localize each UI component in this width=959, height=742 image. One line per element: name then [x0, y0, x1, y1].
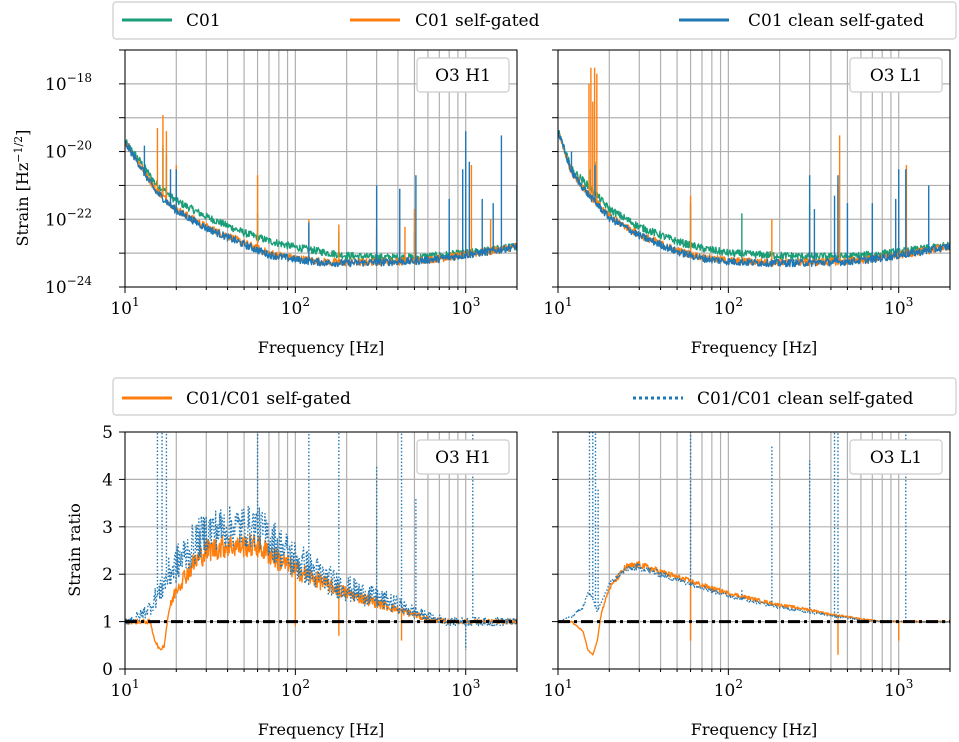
y-tick-label-base: 10: [45, 75, 67, 95]
legend-bottom-label-0: C01/C01 self-gated: [186, 389, 351, 409]
y-tick-label-exp: −22: [67, 206, 92, 220]
axes-frame-1: [557, 49, 951, 288]
x-axis-label-1: Frequency [Hz]: [691, 338, 818, 357]
x-tick-label-exp: 2: [302, 677, 310, 691]
y-tick-label-1: 10−20: [45, 139, 92, 163]
x-tick-label-exp: 2: [302, 295, 310, 309]
y-tick-label-4: 4: [102, 470, 113, 490]
panel-label-2: O3 H1: [435, 448, 491, 468]
panel-label-box-2: [416, 439, 510, 475]
x-tick-label-exp: 1: [565, 677, 573, 691]
x-tick-label-base: 10: [543, 681, 565, 701]
x-tick-label-base: 10: [714, 299, 736, 319]
legend-top-label-2: C01 clean self-gated: [748, 11, 924, 31]
x-tick-label-base: 10: [110, 681, 132, 701]
y-tick-label-base: 10: [45, 143, 67, 163]
x-tick-label-base: 10: [451, 299, 473, 319]
x-axis-label-2: Frequency [Hz]: [258, 720, 385, 739]
x-tick-label-exp: 2: [735, 295, 743, 309]
y-axis-label-strain-exp: −1/2: [12, 136, 25, 163]
x-tick-label-exp: 3: [473, 295, 481, 309]
x-axis-label-3: Frequency [Hz]: [691, 720, 818, 739]
ticks-0: [119, 49, 518, 293]
legend-top-label-0: C01: [186, 11, 221, 31]
series-line-2: [558, 130, 950, 268]
panel-label-0: O3 H1: [435, 66, 491, 86]
y-tick-label-base: 10: [45, 278, 67, 298]
x-tick-label-1: 102: [714, 295, 743, 319]
x-tick-label-2: 103: [884, 295, 913, 319]
y-axis-label-ratio: Strain ratio: [65, 503, 84, 596]
x-tick-label-2: 103: [451, 677, 480, 701]
series-group-0: [125, 115, 517, 268]
x-tick-label-exp: 1: [132, 677, 140, 691]
x-tick-label-exp: 1: [565, 295, 573, 309]
x-tick-label-base: 10: [543, 299, 565, 319]
y-tick-label-1: 1: [102, 613, 113, 633]
legend-top: C01 C01 self-gated C01 clean self-gated: [112, 1, 957, 40]
x-tick-label-0: 101: [110, 677, 139, 701]
y-tick-label-exp: −20: [67, 139, 92, 153]
y-tick-label-0: 0: [102, 660, 113, 680]
x-tick-label-0: 101: [543, 677, 572, 701]
series-group-1: [558, 67, 950, 268]
x-tick-label-2: 103: [451, 295, 480, 319]
x-tick-label-0: 101: [543, 295, 572, 319]
x-tick-label-1: 102: [281, 295, 310, 319]
y-axis-label-strain: Strain [Hz−1/2]: [12, 130, 32, 247]
series-line-0: [558, 130, 950, 261]
panel-label-3: O3 L1: [870, 448, 922, 468]
y-tick-label-base: 10: [45, 210, 67, 230]
x-tick-label-1: 102: [281, 677, 310, 701]
y-tick-label-3: 10−24: [45, 274, 92, 298]
legend-top-label-1: C01 self-gated: [415, 11, 540, 31]
y-tick-label-2: 10−22: [45, 206, 92, 230]
x-tick-label-exp: 2: [735, 677, 743, 691]
ticks-2: [119, 431, 518, 675]
y-tick-label-3: 3: [102, 518, 113, 538]
y-tick-label-exp: −18: [67, 71, 92, 85]
ticks-1: [552, 49, 951, 293]
ticks-3: [552, 431, 951, 675]
y-tick-label-0: 10−18: [45, 71, 92, 95]
x-tick-label-base: 10: [110, 299, 132, 319]
series-line-2: [125, 140, 517, 268]
y-axis-label-strain-close: ]: [13, 130, 32, 136]
x-tick-label-1: 102: [714, 677, 743, 701]
x-tick-label-exp: 3: [906, 677, 914, 691]
x-tick-label-base: 10: [281, 299, 303, 319]
x-tick-label-base: 10: [451, 681, 473, 701]
y-axis-label-strain-main: Strain [Hz: [13, 163, 32, 247]
axes-frame-0: [124, 49, 518, 288]
panel-label-box-1: [849, 57, 943, 93]
axes-frame-3: [557, 431, 951, 670]
y-tick-label-exp: −24: [67, 274, 93, 288]
legend-bottom: C01/C01 self-gated C01/C01 clean self-ga…: [112, 377, 957, 416]
x-tick-label-exp: 3: [473, 677, 481, 691]
axes-frame-2: [124, 431, 518, 670]
panel-label-box-0: [416, 57, 510, 93]
legend-top-frame: [112, 1, 957, 40]
x-tick-label-exp: 1: [132, 295, 140, 309]
x-tick-label-base: 10: [714, 681, 736, 701]
x-tick-label-base: 10: [884, 299, 906, 319]
x-axis-label-0: Frequency [Hz]: [258, 338, 385, 357]
panel-label-box-3: [849, 439, 943, 475]
x-tick-label-exp: 3: [906, 295, 914, 309]
x-tick-label-0: 101: [110, 295, 139, 319]
legend-bottom-frame: [112, 377, 957, 416]
y-tick-label-2: 2: [102, 565, 113, 585]
y-tick-label-5: 5: [102, 423, 113, 443]
x-tick-label-base: 10: [281, 681, 303, 701]
x-tick-label-base: 10: [884, 681, 906, 701]
legend-bottom-label-1: C01/C01 clean self-gated: [697, 389, 913, 409]
panel-label-1: O3 L1: [870, 66, 922, 86]
x-tick-label-2: 103: [884, 677, 913, 701]
